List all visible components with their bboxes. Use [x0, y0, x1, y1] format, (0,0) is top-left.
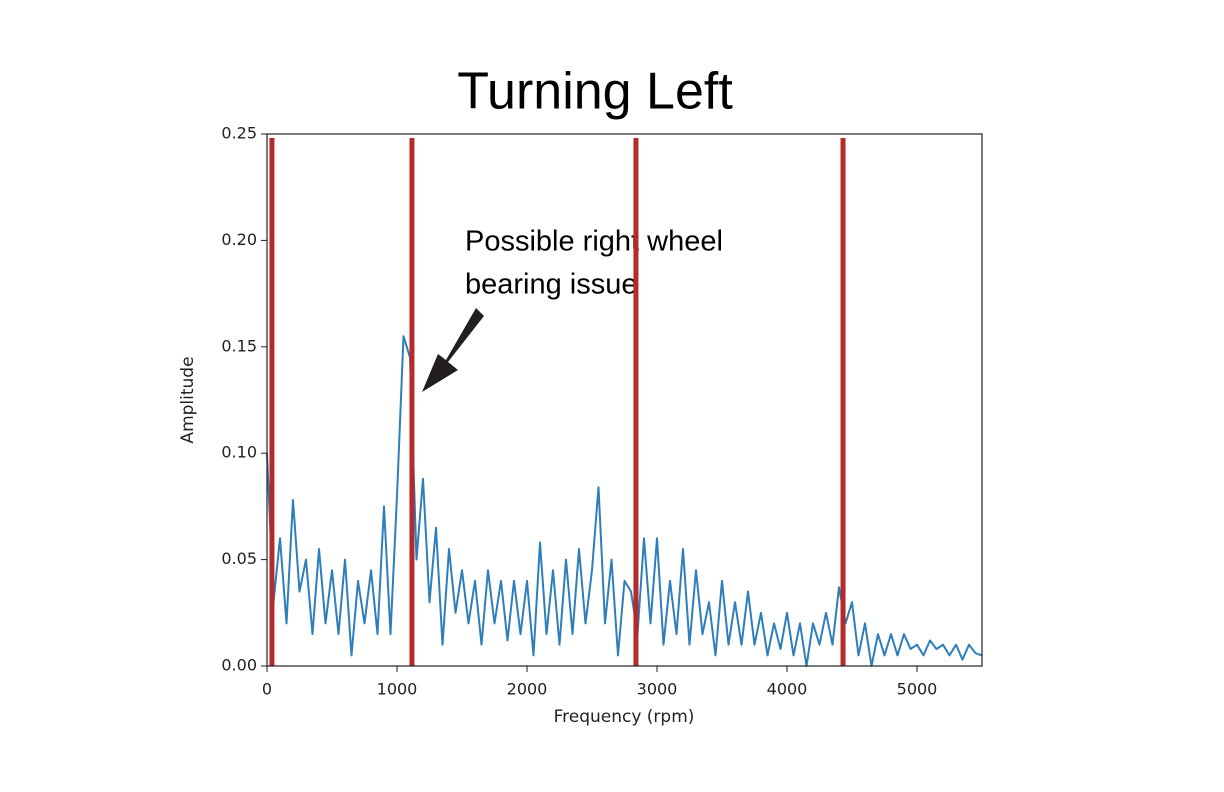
y-tick-label: 0.15 — [221, 336, 257, 355]
x-tick-label: 4000 — [767, 680, 808, 699]
chart-title: Turning Left — [457, 63, 733, 121]
plot-area — [266, 138, 983, 667]
y-tick-label: 0.25 — [221, 124, 257, 143]
annotation-text: Possible right wheel — [465, 226, 723, 258]
y-tick-label: 0.10 — [221, 443, 257, 462]
x-tick-label: 5000 — [897, 680, 938, 699]
x-tick-label: 0 — [262, 680, 272, 699]
x-tick-label: 3000 — [637, 680, 678, 699]
data-line — [266, 335, 983, 667]
x-tick-label: 2000 — [507, 680, 548, 699]
x-axis-label: Frequency (rpm) — [554, 707, 695, 727]
y-axis-label: Amplitude — [178, 356, 198, 443]
y-tick-label: 0.00 — [221, 656, 257, 675]
y-tick-label: 0.05 — [221, 549, 257, 568]
axes-frame — [266, 133, 983, 667]
y-tick-label: 0.20 — [221, 230, 257, 249]
annotation-arrow — [422, 308, 484, 392]
annotation-text: bearing issue — [465, 269, 638, 301]
x-tick-label: 1000 — [377, 680, 418, 699]
